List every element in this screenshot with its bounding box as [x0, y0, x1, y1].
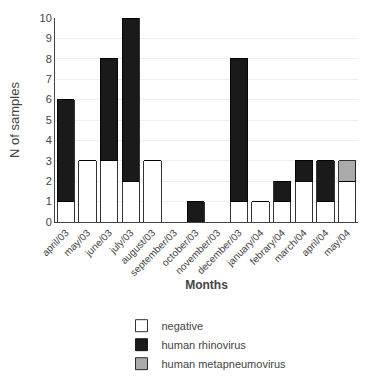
svg-text:10: 10	[40, 12, 52, 24]
svg-text:september/03: september/03	[128, 227, 179, 278]
svg-text:Months: Months	[185, 278, 228, 292]
svg-text:june/03: june/03	[82, 227, 114, 259]
svg-text:january/04: january/04	[224, 227, 266, 269]
svg-text:1: 1	[46, 195, 52, 207]
svg-text:may/03: may/03	[61, 227, 92, 258]
svg-text:april/04: april/04	[300, 227, 331, 258]
svg-text:may/04: may/04	[321, 227, 352, 258]
svg-text:7: 7	[46, 73, 52, 85]
svg-text:december/03: december/03	[195, 227, 244, 276]
svg-text:human metapneumovirus: human metapneumovirus	[162, 358, 287, 370]
svg-text:4: 4	[46, 134, 52, 146]
svg-text:human rhinovirus: human rhinovirus	[162, 339, 247, 351]
svg-text:5: 5	[46, 114, 52, 126]
svg-text:april/03: april/03	[40, 227, 71, 258]
svg-text:N of samples: N of samples	[7, 82, 22, 158]
svg-text:october/03: october/03	[159, 227, 201, 269]
svg-text:july/03: july/03	[107, 227, 136, 256]
svg-text:august/03: august/03	[118, 227, 157, 266]
svg-text:0: 0	[46, 216, 52, 228]
svg-text:march/04: march/04	[272, 227, 310, 265]
svg-text:febrary/04: febrary/04	[248, 227, 288, 267]
svg-text:2: 2	[46, 175, 52, 187]
svg-text:november/03: november/03	[173, 227, 222, 276]
svg-text:3: 3	[46, 155, 52, 167]
svg-text:9: 9	[46, 32, 52, 44]
svg-text:6: 6	[46, 93, 52, 105]
svg-text:8: 8	[46, 53, 52, 65]
svg-text:negative: negative	[162, 320, 204, 332]
